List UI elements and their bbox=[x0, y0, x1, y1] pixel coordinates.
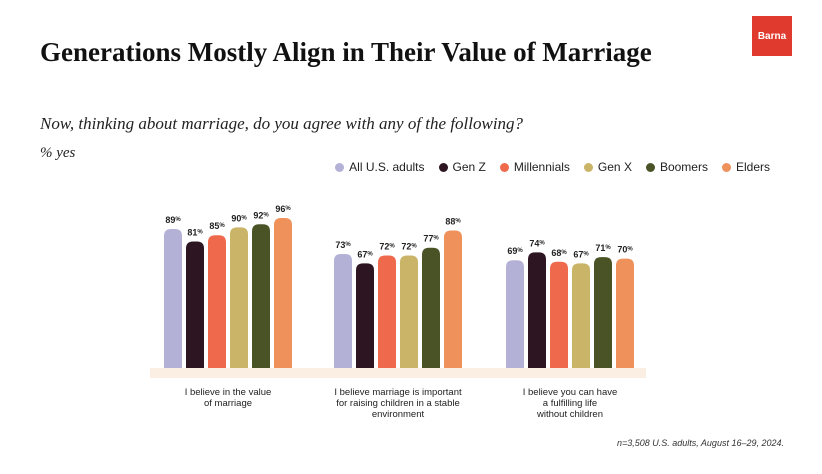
bar-value-label: 85% bbox=[209, 221, 225, 231]
legend-label: Gen X bbox=[597, 160, 632, 174]
legend-item: All U.S. adults bbox=[335, 160, 425, 174]
bar-value-label: 68% bbox=[551, 248, 567, 258]
legend-item: Gen X bbox=[583, 160, 632, 174]
bar-value-label: 89% bbox=[165, 215, 181, 225]
bar-value-label: 67% bbox=[357, 249, 373, 259]
bar bbox=[164, 228, 182, 368]
barna-logo: Barna bbox=[752, 16, 792, 56]
bar-value-label: 70% bbox=[617, 245, 633, 255]
legend-item: Elders bbox=[721, 160, 770, 174]
bar-value-label: 77% bbox=[423, 234, 439, 244]
bar bbox=[528, 252, 546, 368]
legend-swatch bbox=[499, 162, 509, 172]
bar bbox=[378, 255, 396, 368]
legend-label: Elders bbox=[735, 160, 770, 174]
bar bbox=[252, 224, 270, 368]
chart-subtitle: Now, thinking about marriage, do you agr… bbox=[40, 114, 524, 133]
legend-swatch bbox=[335, 162, 345, 172]
bar-value-label: 72% bbox=[379, 242, 395, 252]
legend-swatch bbox=[645, 162, 655, 172]
bar-value-label: 67% bbox=[573, 249, 589, 259]
legend-item: Boomers bbox=[645, 160, 708, 174]
bar bbox=[186, 241, 204, 368]
legend-swatch bbox=[438, 162, 448, 172]
bar-value-label: 96% bbox=[275, 204, 291, 214]
bar-value-label: 92% bbox=[253, 210, 269, 220]
legend-label: All U.S. adults bbox=[349, 160, 425, 174]
legend-item: Gen Z bbox=[438, 160, 486, 174]
category-label: I believe marriage is important for raisi… bbox=[334, 387, 462, 420]
category-label: I believe you can have a fulfilling life w… bbox=[523, 387, 618, 420]
bar bbox=[208, 235, 226, 368]
bar-value-label: 72% bbox=[401, 242, 417, 252]
bar bbox=[616, 258, 634, 368]
bar bbox=[230, 227, 248, 368]
legend-label: Millennials bbox=[513, 160, 570, 174]
bar bbox=[550, 261, 568, 368]
bar-value-label: 73% bbox=[335, 240, 351, 250]
bar bbox=[572, 263, 590, 368]
bar bbox=[594, 257, 612, 368]
bar bbox=[422, 247, 440, 368]
bar-value-label: 71% bbox=[595, 243, 611, 253]
legend-label: Boomers bbox=[659, 160, 708, 174]
legend-item: Millennials bbox=[499, 160, 570, 174]
bar-value-label: 69% bbox=[507, 246, 523, 256]
legend-swatch bbox=[721, 162, 731, 172]
bar-value-label: 74% bbox=[529, 238, 545, 248]
bar bbox=[444, 230, 462, 368]
bar bbox=[400, 255, 418, 368]
category-label: I believe in the value of marriage bbox=[185, 387, 272, 409]
legend-label: Gen Z bbox=[452, 160, 486, 174]
bar-value-label: 90% bbox=[231, 213, 247, 223]
bar bbox=[506, 260, 524, 368]
baseline-band bbox=[150, 368, 646, 378]
bar-value-label: 81% bbox=[187, 227, 203, 237]
bar-value-label: 88% bbox=[445, 217, 461, 227]
unit-label: % yes bbox=[40, 145, 76, 161]
legend: All U.S. adults Gen Z Millennials Gen X Boom… bbox=[335, 160, 770, 174]
bar bbox=[334, 253, 352, 368]
legend-swatch bbox=[583, 162, 593, 172]
chart-title: Generations Mostly Align in Their Value … bbox=[40, 37, 652, 67]
source-note: n=3,508 U.S. adults, August 16–29, 2024. bbox=[616, 438, 784, 448]
bar bbox=[274, 218, 292, 368]
bar bbox=[356, 263, 374, 368]
